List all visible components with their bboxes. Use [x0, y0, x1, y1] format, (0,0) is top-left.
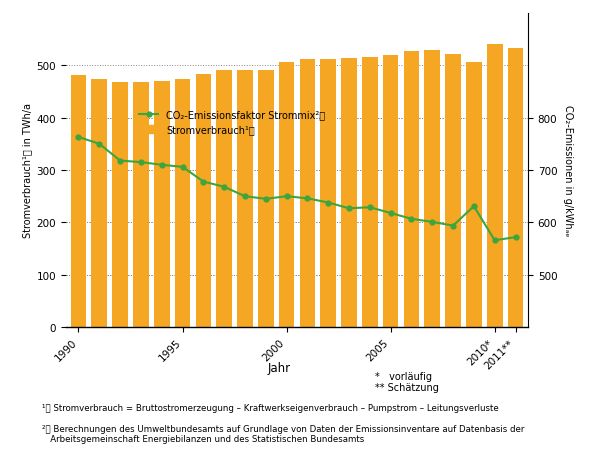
Text: *   vorläufig
** Schätzung: * vorläufig ** Schätzung: [375, 371, 439, 392]
Bar: [154, 82, 170, 328]
Bar: [133, 83, 149, 328]
Bar: [320, 60, 336, 328]
Bar: [424, 51, 440, 328]
Bar: [175, 80, 190, 328]
Bar: [404, 52, 419, 328]
Bar: [466, 63, 482, 328]
Bar: [279, 63, 295, 328]
Bar: [237, 71, 253, 328]
Bar: [341, 59, 357, 328]
Bar: [71, 76, 86, 328]
Bar: [362, 58, 377, 328]
Bar: [196, 75, 211, 328]
Text: ²⧩ Berechnungen des Umweltbundesamts auf Grundlage von Daten der Emissionsinvent: ²⧩ Berechnungen des Umweltbundesamts auf…: [42, 424, 524, 444]
Bar: [217, 71, 232, 328]
Bar: [299, 60, 315, 328]
Y-axis label: Stromverbrauch¹⧩ in TWh/a: Stromverbrauch¹⧩ in TWh/a: [22, 103, 32, 238]
Bar: [91, 80, 107, 328]
Y-axis label: CO₂-Emissionen in g/kWhₐₑ: CO₂-Emissionen in g/kWhₐₑ: [563, 105, 573, 236]
Bar: [508, 49, 523, 328]
Bar: [445, 55, 461, 328]
Bar: [112, 83, 128, 328]
Bar: [258, 71, 274, 328]
Legend: CO₂-Emissionsfaktor Strommix²⧩, Stromverbrauch¹⧩: CO₂-Emissionsfaktor Strommix²⧩, Stromver…: [135, 106, 329, 139]
Bar: [383, 56, 398, 328]
Text: ¹⧩ Stromverbrauch = Bruttostromerzeugung – Kraftwerkseigenverbrauch – Pumpstrom : ¹⧩ Stromverbrauch = Bruttostromerzeugung…: [42, 403, 499, 412]
Text: Jahr: Jahr: [268, 361, 290, 374]
Bar: [487, 45, 503, 328]
